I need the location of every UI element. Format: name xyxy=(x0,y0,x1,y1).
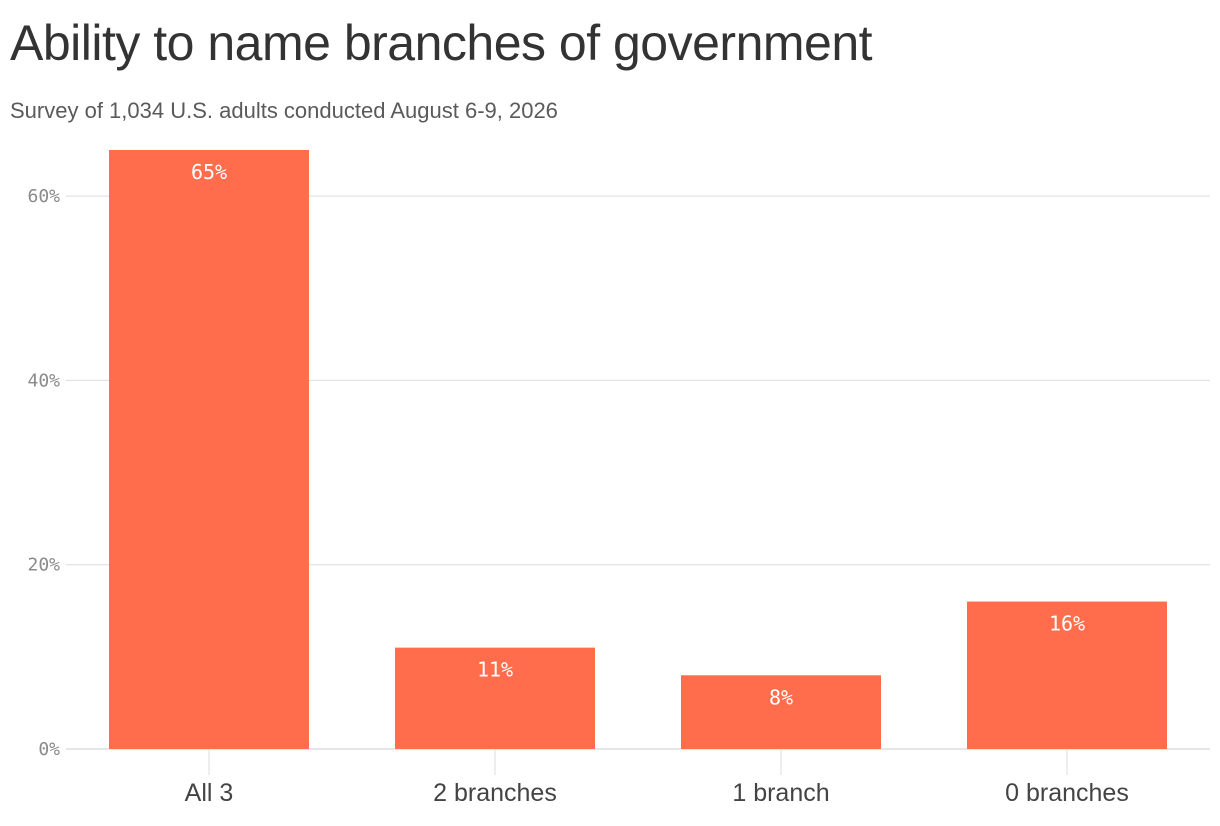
bars: 65% 11% 8% 16% xyxy=(109,150,1167,749)
y-tick-label: 20% xyxy=(27,555,60,576)
chart-subtitle: Survey of 1,034 U.S. adults conducted Au… xyxy=(10,98,558,123)
y-tick-label: 60% xyxy=(27,186,60,207)
x-axis: All 3 2 branches 1 branch 0 branches xyxy=(185,749,1129,807)
x-tick-label: 2 branches xyxy=(433,779,557,807)
bar-data-label: 11% xyxy=(477,658,513,682)
y-tick-label: 0% xyxy=(38,739,60,760)
bar-data-label: 8% xyxy=(769,685,793,709)
bar xyxy=(395,647,595,749)
y-axis: 0% 20% 40% 60% xyxy=(27,186,60,760)
chart-title: Ability to name branches of government xyxy=(10,15,873,71)
x-tick-label: 1 branch xyxy=(732,779,829,807)
bar-data-label: 16% xyxy=(1049,612,1085,636)
bar xyxy=(681,675,881,749)
x-tick-label: All 3 xyxy=(185,779,234,807)
bar-data-label: 65% xyxy=(191,160,227,184)
bar xyxy=(967,601,1167,749)
bar xyxy=(109,150,309,749)
y-tick-label: 40% xyxy=(27,370,60,391)
x-tick-label: 0 branches xyxy=(1005,779,1129,807)
